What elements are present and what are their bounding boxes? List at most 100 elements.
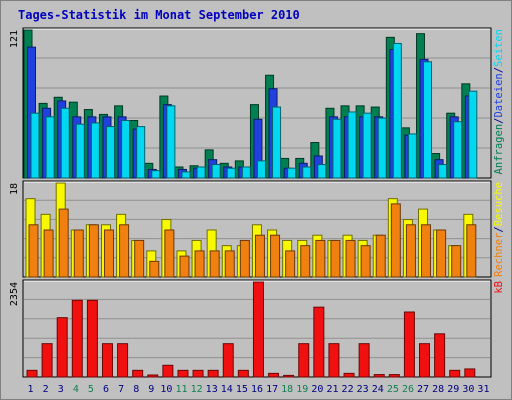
x-tick-label: 13 xyxy=(206,384,218,395)
x-tick-label: 6 xyxy=(103,384,109,395)
visits-bar-rechner xyxy=(73,229,84,278)
hits-bar-seiten xyxy=(30,112,40,179)
x-tick-label: 18 xyxy=(281,384,293,395)
visits-bar-rechner xyxy=(390,203,401,278)
x-tick-label: 25 xyxy=(387,384,399,395)
hits-bar-seiten xyxy=(90,122,100,179)
hits-bar-seiten xyxy=(136,126,146,179)
visits-bar-rechner xyxy=(43,229,54,278)
visits-bar-rechner xyxy=(360,245,371,278)
visits-ymax-label: 18 xyxy=(9,183,20,195)
visits-bar-rechner xyxy=(164,229,175,278)
traffic-bar-kb xyxy=(343,372,355,378)
visits-bar-rechner xyxy=(270,234,281,278)
visits-bar-rechner xyxy=(421,224,432,278)
hits-bar-seiten xyxy=(45,116,55,179)
hits-bar-seiten xyxy=(211,164,221,179)
hits-bar-seiten xyxy=(302,166,312,179)
visits-bar-rechner xyxy=(179,255,190,278)
x-tick-label: 14 xyxy=(221,384,233,395)
visits-bar-rechner xyxy=(224,250,235,278)
traffic-bar-kb xyxy=(177,369,189,378)
legend-entry: kB xyxy=(493,281,505,294)
hits-bar-seiten xyxy=(362,112,372,179)
hits-bar-seiten xyxy=(407,133,417,179)
traffic-bar-kb xyxy=(464,368,476,378)
x-axis-day-labels: 1 2 3 4 5 6 7 8 9 10 11 12 13 14 15 16 17 18 19 20 21 22 23 24 2… xyxy=(28,384,490,395)
traffic-bar-kb xyxy=(207,369,219,378)
traffic-bar-kb xyxy=(162,364,174,378)
x-tick-label: 8 xyxy=(133,384,139,395)
traffic-bar-kb xyxy=(26,369,38,378)
hits-bar-seiten xyxy=(317,164,327,179)
traffic-bar-kb xyxy=(147,374,159,378)
legend-entry: / xyxy=(493,226,505,232)
panels: 121Anfragen/Dateien/Seiten18Rechner/Besu… xyxy=(9,27,505,378)
hits-bar-seiten xyxy=(151,170,161,179)
x-tick-label: 5 xyxy=(88,384,94,395)
hits-legend: Anfragen/Dateien/Seiten xyxy=(493,29,505,174)
traffic-bar-kb xyxy=(373,374,385,378)
hits-bar-seiten xyxy=(287,167,297,179)
visits-bar-rechner xyxy=(28,224,39,278)
visits-bar-rechner xyxy=(134,239,145,278)
traffic-bar-kb xyxy=(192,369,204,378)
hits-bar-seiten xyxy=(75,123,85,179)
legend-entry: Rechner xyxy=(493,233,505,277)
x-tick-label: 28 xyxy=(432,384,444,395)
x-tick-label: 19 xyxy=(296,384,308,395)
hits-bar-seiten xyxy=(468,90,478,179)
traffic-bar-kb xyxy=(41,343,53,378)
x-tick-label: 21 xyxy=(326,384,338,395)
visits-bar-rechner xyxy=(239,239,250,278)
x-tick-label: 2 xyxy=(43,384,49,395)
x-tick-label: 1 xyxy=(28,384,34,395)
x-tick-label: 15 xyxy=(236,384,248,395)
hits-bar-seiten xyxy=(60,107,70,179)
hits-bar-seiten xyxy=(332,118,342,179)
traffic-bar-kb xyxy=(358,343,370,378)
visits-bar-rechner xyxy=(466,224,477,278)
x-tick-label: 24 xyxy=(372,384,384,395)
visits-bar-rechner xyxy=(315,239,326,278)
hits-bar-seiten xyxy=(241,166,251,179)
hits-bar-seiten xyxy=(423,61,433,179)
x-tick-label: 22 xyxy=(342,384,354,395)
x-tick-label: 4 xyxy=(73,384,79,395)
x-tick-label: 7 xyxy=(118,384,124,395)
x-tick-label: 26 xyxy=(402,384,414,395)
visits-bar-rechner xyxy=(436,229,447,278)
traffic-bar-kb xyxy=(283,374,295,378)
x-tick-label: 27 xyxy=(417,384,429,395)
x-tick-label: 31 xyxy=(477,384,489,395)
legend-entry: Dateien xyxy=(493,73,505,117)
traffic-bar-kb xyxy=(237,369,249,378)
traffic-bar-kb xyxy=(252,281,264,378)
visits-bar-rechner xyxy=(58,208,69,278)
legend-entry: Besuche xyxy=(493,182,505,226)
hits-bar-seiten xyxy=(181,171,191,179)
visits-bar-rechner xyxy=(88,224,99,278)
hits-bar-seiten xyxy=(347,111,357,179)
visits-bar-rechner xyxy=(103,229,114,278)
visits-bar-rechner xyxy=(254,234,265,278)
legend-entry: / xyxy=(493,118,505,124)
traffic-bar-kb xyxy=(222,343,234,378)
hits-bar-seiten xyxy=(272,106,282,179)
traffic-bar-kb xyxy=(268,372,280,378)
hits-bar-seiten xyxy=(166,105,176,179)
x-tick-label: 12 xyxy=(191,384,203,395)
chart-title: Tages-Statistik im Monat September 2010 xyxy=(18,8,300,22)
traffic-panel: 2354 kB xyxy=(9,279,505,378)
traffic-bar-kb xyxy=(313,306,325,378)
traffic-ymax-label: 2354 xyxy=(9,282,20,306)
x-tick-label: 3 xyxy=(58,384,64,395)
visits-legend: Rechner/Besuche xyxy=(493,182,505,277)
traffic-legend: kB xyxy=(493,281,505,294)
hits-bar-seiten xyxy=(392,42,402,179)
x-tick-label: 29 xyxy=(447,384,459,395)
legend-entry: Anfragen xyxy=(493,124,505,175)
traffic-bar-kb xyxy=(56,317,68,378)
visits-bar-rechner xyxy=(330,239,341,278)
traffic-bar-kb xyxy=(403,311,415,378)
